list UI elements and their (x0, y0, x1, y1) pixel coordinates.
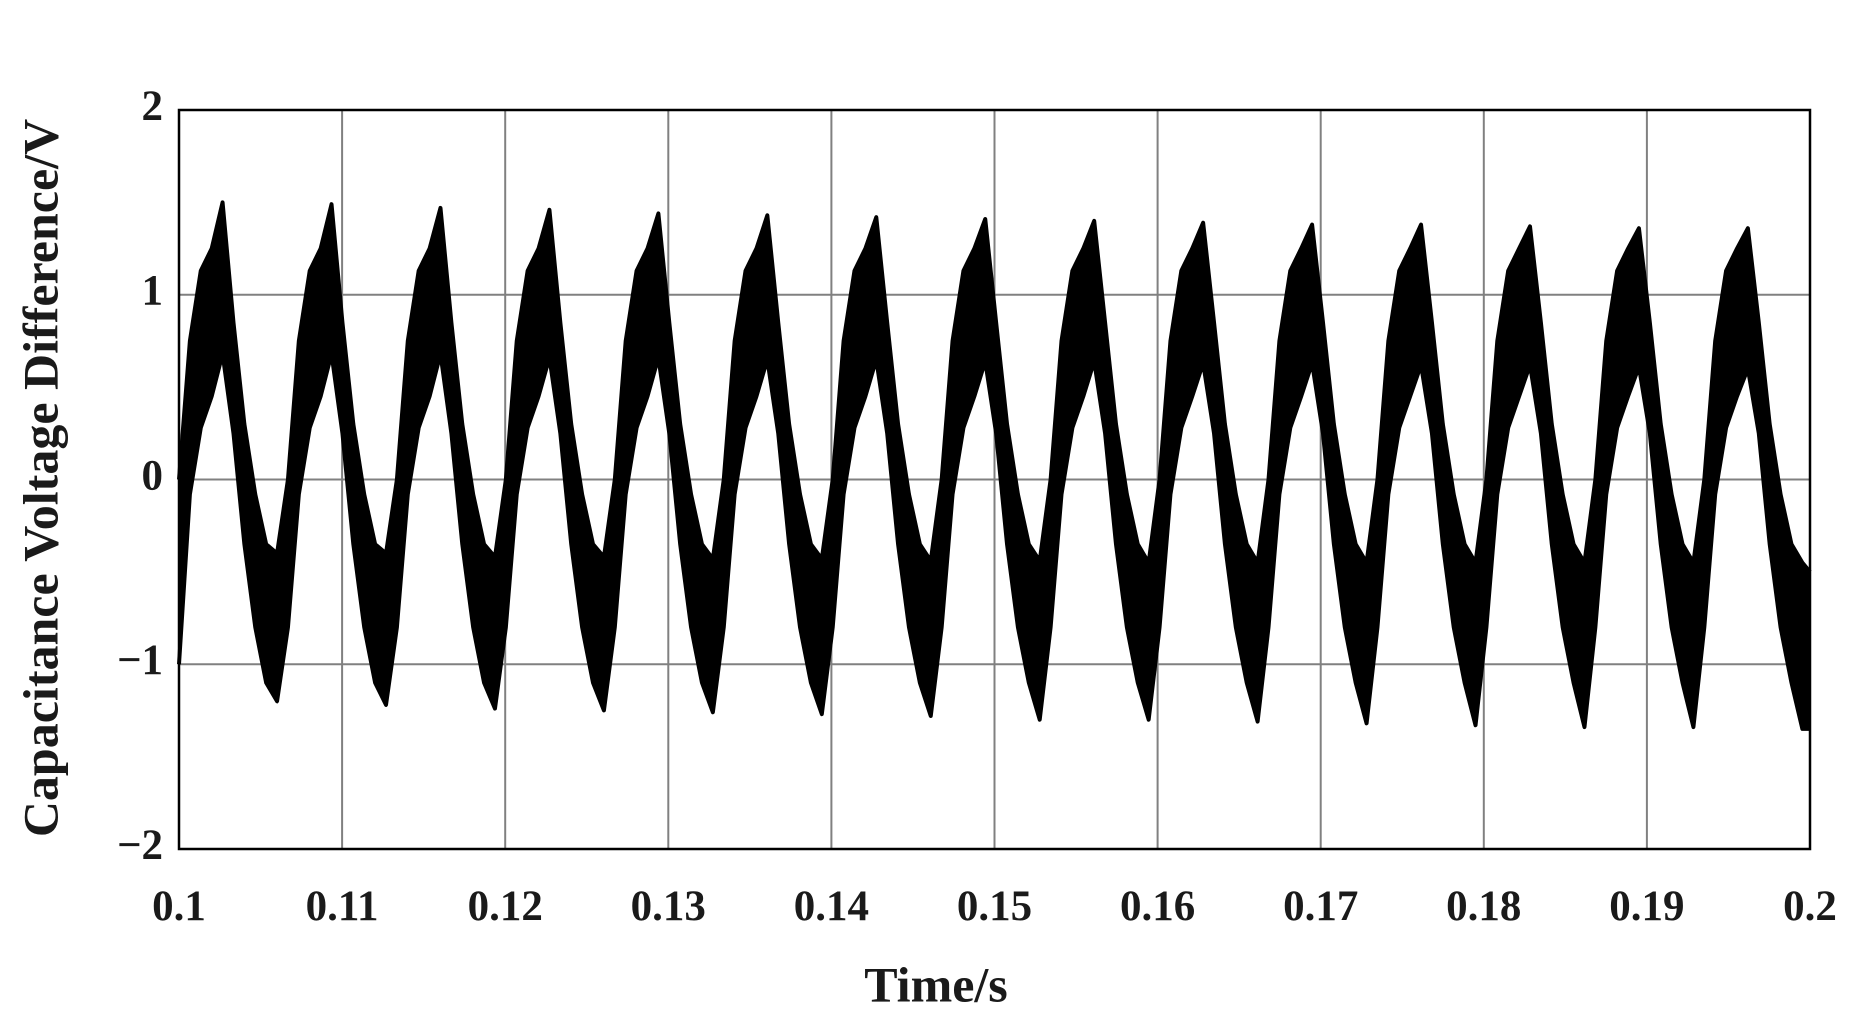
line (177, 351, 1810, 731)
y-tick-label: 2 (142, 83, 164, 130)
x-tick-label: 0.14 (794, 883, 869, 930)
x-tick-label: 0.15 (957, 883, 1032, 930)
x-tick-label: 0.16 (1120, 883, 1195, 930)
x-tick-label: 0.11 (306, 883, 379, 930)
x-tick-label: 0.13 (631, 883, 706, 930)
x-axis-label: Time/s (864, 956, 1008, 1012)
y-tick-label: −2 (117, 822, 163, 869)
x-tick-label: 0.18 (1446, 883, 1521, 930)
x-tick-label: 0.17 (1283, 883, 1358, 930)
x-tick-label: 0.1 (152, 883, 206, 930)
y-tick-label: 0 (142, 452, 164, 499)
plot-frame (177, 108, 1812, 851)
x-tick-label: 0.2 (1783, 883, 1837, 930)
y-tick-label: −1 (117, 637, 163, 684)
y-tick-label: 1 (142, 268, 164, 315)
x-tick-label: 0.19 (1609, 883, 1684, 930)
band-segment (265, 542, 278, 704)
x-tick-label: 0.12 (468, 883, 543, 930)
y-axis-label: Capacitance Voltage Difference/V (12, 119, 68, 837)
line (177, 200, 1812, 574)
